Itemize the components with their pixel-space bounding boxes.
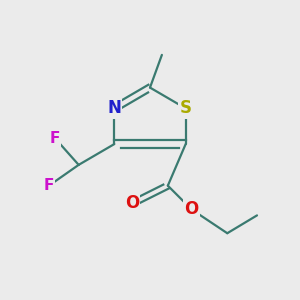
Text: N: N bbox=[107, 99, 121, 117]
Text: S: S bbox=[180, 99, 192, 117]
Text: O: O bbox=[125, 194, 139, 212]
Text: O: O bbox=[184, 200, 199, 218]
Text: F: F bbox=[50, 130, 60, 146]
Text: F: F bbox=[44, 178, 54, 193]
